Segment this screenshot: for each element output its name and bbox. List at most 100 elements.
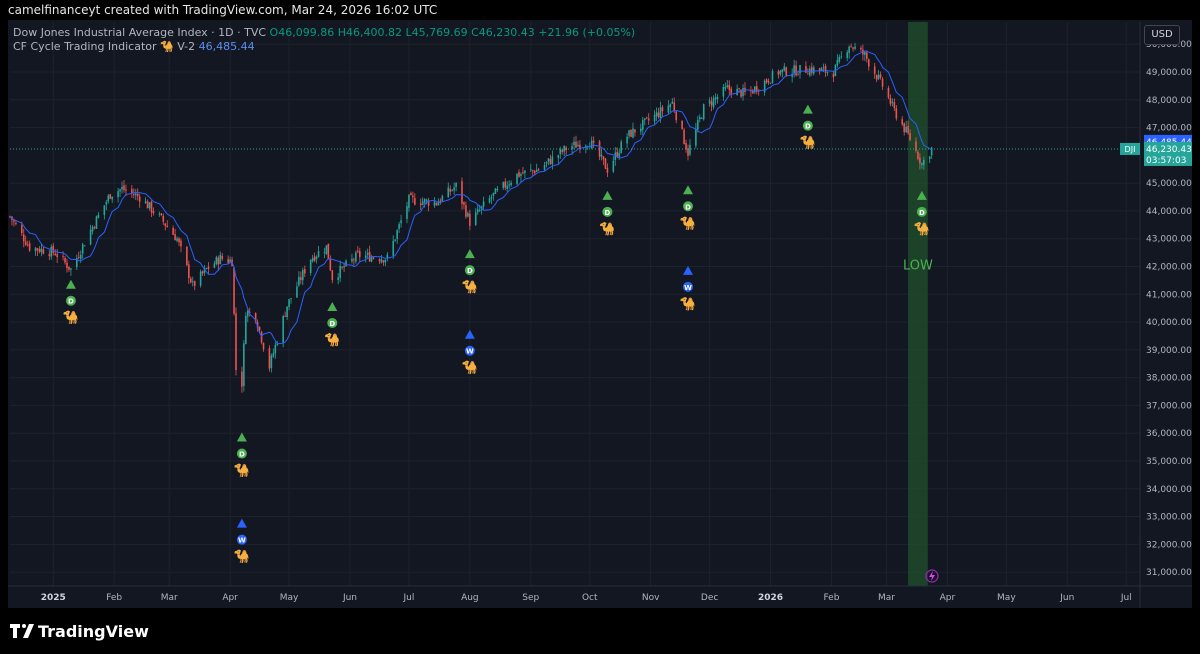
candle-body	[549, 159, 552, 165]
legend-indicator-value: 46,485.44	[198, 40, 255, 53]
price-tick-label: 48,000.00	[1146, 96, 1192, 106]
candle-body	[832, 73, 835, 78]
candle-body	[592, 140, 595, 143]
signal-badge	[683, 281, 693, 292]
candle-body	[315, 256, 318, 260]
legend-close: C46,230.43	[471, 26, 535, 39]
candle-body	[640, 128, 642, 132]
candle-body	[199, 271, 202, 286]
legend-high: H46,400.82	[337, 26, 402, 39]
candle-body	[91, 226, 94, 232]
candle-body	[313, 256, 316, 261]
candle-body	[125, 189, 127, 191]
candle-body	[359, 251, 361, 258]
candle-body	[681, 120, 683, 129]
tradingview-logo[interactable]: TradingView	[10, 622, 149, 641]
candle-body	[864, 52, 866, 55]
candle-body	[248, 311, 251, 313]
candle-body	[303, 269, 306, 274]
candle-body	[510, 182, 512, 186]
candle-body	[667, 105, 670, 113]
candle-body	[524, 170, 526, 173]
candle-body	[868, 59, 870, 67]
candle-body	[461, 181, 463, 204]
candle-body	[824, 65, 827, 73]
signal-arrow-icon	[683, 185, 693, 195]
candle-body	[191, 281, 194, 283]
candle-body	[742, 88, 744, 97]
candle-body	[174, 234, 176, 241]
camel-icon: 🐪	[680, 296, 696, 312]
candle-body	[661, 107, 664, 112]
candle-body	[675, 111, 678, 121]
candle-body	[408, 194, 410, 208]
candle-body	[634, 129, 636, 133]
bar-countdown: 03:57:03	[1146, 156, 1186, 166]
camel-icon: 🐪	[462, 279, 478, 295]
candle-body	[531, 170, 534, 172]
time-tick-label: Apr	[222, 593, 238, 603]
candle-body	[659, 107, 662, 119]
candle-body	[341, 266, 343, 268]
candle-body	[848, 46, 850, 54]
time-tick-label: Mar	[161, 593, 178, 603]
time-tick-label: Dec	[701, 593, 718, 603]
candle-body	[826, 72, 829, 74]
signal-badge	[464, 265, 475, 276]
candle-body	[469, 213, 471, 226]
candle-body	[421, 201, 424, 205]
currency-button[interactable]: USD	[1144, 25, 1180, 45]
candle-body	[714, 97, 717, 100]
candle-body	[875, 74, 878, 80]
time-tick-label: Jun	[342, 593, 357, 603]
candle-body	[496, 188, 499, 191]
candle-body	[284, 316, 286, 317]
candle-body	[203, 268, 206, 273]
candle-body	[889, 97, 892, 105]
candle-body	[879, 74, 882, 78]
price-tick-label: 35,000.00	[1146, 457, 1192, 467]
candle-body	[103, 205, 106, 215]
candle-body	[921, 163, 923, 166]
current-price-tag	[1144, 141, 1192, 166]
chart-area[interactable]	[8, 20, 1192, 608]
candle-body	[535, 169, 538, 172]
signal-badge	[236, 534, 247, 545]
candle-body	[598, 141, 601, 157]
candle-body	[205, 268, 208, 269]
price-tick-label: 44,000.00	[1146, 207, 1192, 217]
candle-body	[117, 191, 119, 198]
candle-body	[329, 259, 332, 271]
time-tick-label: Jul	[403, 593, 415, 603]
time-tick-label: Feb	[823, 593, 839, 603]
candle-body	[188, 264, 190, 278]
price-tick-label: 38,000.00	[1146, 374, 1192, 384]
candle-body	[755, 86, 758, 92]
candle-body	[901, 119, 904, 125]
camel-icon: 🐪	[800, 135, 816, 151]
candle-body	[52, 245, 55, 253]
candle-body	[262, 342, 265, 350]
candle-body	[134, 193, 137, 196]
candle-body	[400, 220, 402, 224]
price-axis	[1140, 22, 1192, 586]
candle-body	[36, 248, 39, 251]
footer	[0, 608, 1200, 654]
candle-body	[433, 201, 436, 206]
time-tick-label: Feb	[106, 593, 122, 603]
candle-body	[695, 128, 697, 146]
time-tick-label: Mar	[878, 593, 895, 603]
candle-body	[268, 348, 271, 369]
candle-body	[172, 227, 174, 235]
price-tick-label: 36,000.00	[1146, 429, 1192, 439]
candle-body	[323, 252, 326, 254]
signal-badge	[683, 201, 693, 212]
candle-body	[730, 88, 733, 95]
candle-body	[180, 240, 182, 247]
time-tick-label: May	[280, 593, 299, 603]
candle-body	[254, 313, 257, 322]
tradingview-brand-text: TradingView	[38, 622, 149, 641]
candle-body	[588, 146, 591, 148]
time-tick-label: 2026	[758, 593, 783, 603]
